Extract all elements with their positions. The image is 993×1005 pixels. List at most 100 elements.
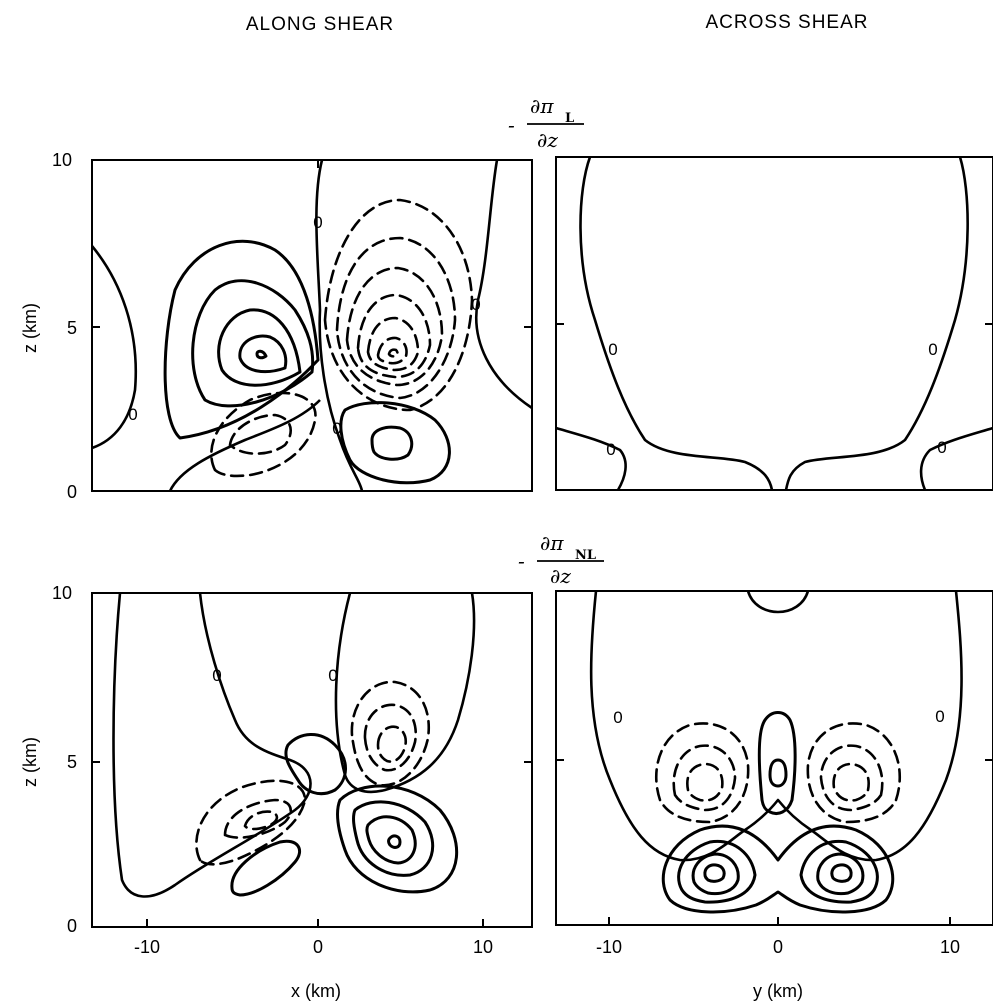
zero-contour-top-dome: [746, 590, 810, 614]
contour-positive: [255, 349, 268, 360]
zero-contour-outer: [112, 592, 312, 898]
contour-negative: [672, 744, 737, 812]
title-across-shear: ACROSS SHEAR: [706, 12, 869, 33]
zero-contour-label: 0: [613, 708, 622, 727]
y-tick-0: 0: [773, 937, 783, 957]
zero-contour-label: 0: [937, 438, 946, 457]
panel-along-shear-linear: 0 0 0 0: [90, 159, 533, 492]
zero-contour-label: 0: [128, 405, 137, 424]
contour-negative: [335, 236, 457, 400]
equation-top-denominator: ∂z: [537, 128, 558, 152]
contour-negative: [356, 293, 432, 379]
contour-negative: [806, 722, 901, 824]
y-axis-label: y (km): [753, 981, 803, 1001]
zero-contour-label: 0: [332, 419, 341, 438]
contour-positive: [284, 733, 347, 796]
zero-contour-label: 0: [606, 440, 615, 459]
equation-nonlinear-term: - ∂π NL ∂z: [518, 531, 604, 588]
contour-negative: [366, 316, 420, 372]
panel-across-shear-nonlinear: 0 0: [555, 590, 993, 926]
zero-contour-lower: [168, 399, 321, 492]
x-tick-0: 0: [313, 937, 323, 957]
zero-contour-label: 0: [928, 340, 937, 359]
contour-positive: [703, 863, 726, 883]
zero-contour-label: 0: [212, 666, 221, 685]
z-axis-label-top: z (km): [20, 303, 40, 353]
zero-contour-left: [90, 245, 138, 450]
y-tick-10: 10: [940, 937, 960, 957]
x-axis-label: x (km): [291, 981, 341, 1001]
equation-bottom-sign: -: [518, 549, 525, 573]
zero-contour-label: 0: [313, 213, 322, 232]
contour-positive: [691, 852, 740, 896]
contour-negative: [350, 680, 431, 787]
contour-positive: [230, 839, 301, 897]
contour-positive: [387, 834, 402, 849]
panel-across-shear-linear: 0 0 0 0: [555, 156, 993, 491]
panel-frame-across-linear: [555, 156, 993, 491]
contour-negative: [819, 744, 884, 812]
contour-positive: [352, 800, 435, 877]
contour-negative: [243, 810, 279, 831]
z-tick-top-0: 0: [67, 482, 77, 502]
zero-contour-lower-right: [919, 426, 993, 491]
contour-positive: [191, 279, 315, 408]
equation-bottom-numerator: ∂π: [540, 531, 564, 555]
z-tick-top-5: 5: [67, 318, 77, 338]
equation-linear-term: - ∂π L ∂z: [508, 94, 584, 152]
zero-contour-center: [315, 159, 364, 492]
zero-contour-label: 0: [328, 666, 337, 685]
zero-contour-u-shape: [579, 156, 774, 491]
contour-negative: [376, 336, 408, 365]
equation-top-subscript: L: [565, 111, 574, 126]
zero-contour-label: 0: [608, 340, 617, 359]
z-tick-top-10: 10: [52, 150, 72, 170]
z-tick-bottom-0: 0: [67, 916, 77, 936]
panel-along-shear-nonlinear: 0 0: [91, 592, 533, 928]
x-tick-10: 10: [473, 937, 493, 957]
contour-negative: [210, 391, 317, 478]
contour-positive: [163, 239, 320, 440]
zero-contour-lower-left: [555, 426, 627, 491]
contour-negative: [223, 798, 292, 839]
contour-positive: [370, 425, 414, 461]
contour-positive: [238, 334, 288, 374]
contour-positive: [757, 711, 797, 815]
z-axis-label-bottom: z (km): [20, 737, 40, 787]
contour-positive: [365, 815, 417, 865]
z-tick-bottom-5: 5: [67, 752, 77, 772]
contour-positive: [830, 863, 853, 883]
contour-negative: [323, 198, 474, 412]
zero-contour-outer: [589, 590, 963, 862]
contour-positive: [799, 839, 879, 904]
equation-bottom-denominator: ∂z: [550, 564, 571, 588]
contour-negative: [832, 762, 870, 802]
zero-contour-upper-right: [334, 592, 476, 794]
zero-contour-u-shape: [784, 156, 969, 491]
contour-negative: [195, 779, 307, 866]
equation-bottom-subscript: NL: [575, 548, 596, 563]
contour-negative: [345, 266, 444, 387]
contour-positive: [677, 839, 757, 904]
title-along-shear: ALONG SHEAR: [246, 14, 394, 35]
x-tick-neg10: -10: [134, 937, 160, 957]
y-tick-neg10: -10: [596, 937, 622, 957]
z-tick-bottom-10: 10: [52, 583, 72, 603]
contour-positive: [768, 758, 788, 788]
contour-positive: [816, 852, 865, 896]
contour-positive: [336, 784, 459, 894]
contour-negative: [228, 413, 293, 455]
zero-contour-right: [475, 159, 533, 410]
zero-contour-label: 0: [471, 295, 480, 314]
contour-negative: [363, 703, 417, 772]
contour-positive: [217, 308, 302, 387]
contour-positive: [661, 824, 895, 914]
contour-negative: [387, 348, 399, 358]
panel-frame-along-linear: [91, 159, 533, 492]
contour-negative: [655, 722, 750, 824]
panel-frame-across-nonlinear: [555, 590, 993, 926]
zero-contour-label: 0: [935, 707, 944, 726]
equation-top-numerator: ∂π: [530, 94, 554, 118]
contour-negative: [686, 762, 724, 802]
